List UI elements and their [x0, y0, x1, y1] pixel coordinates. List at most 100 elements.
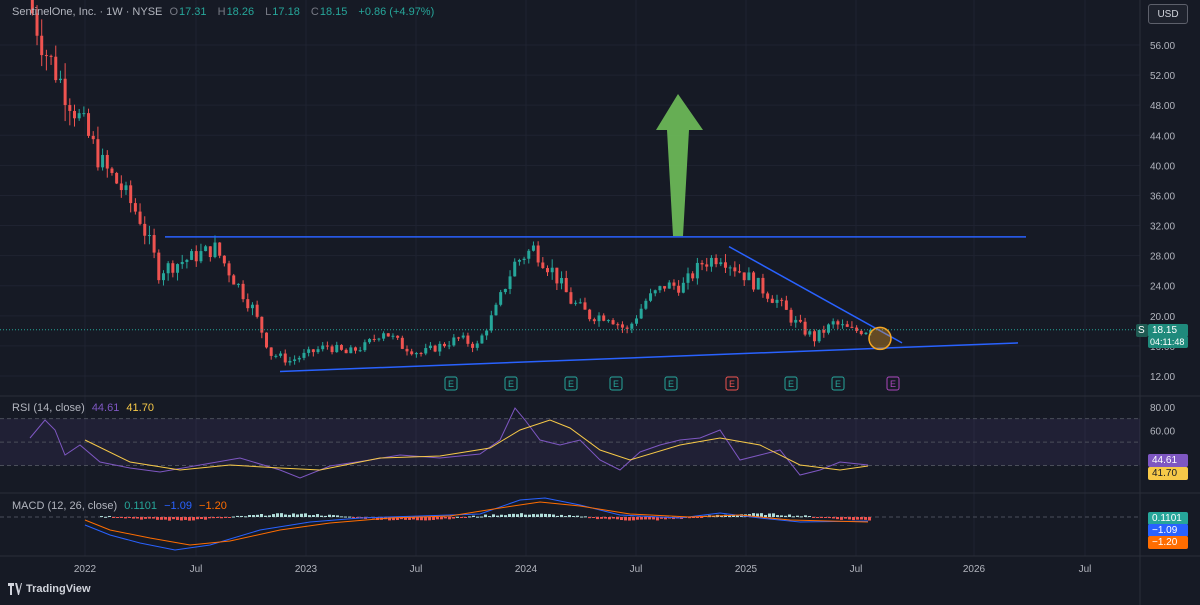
- time-tick-label: Jul: [410, 564, 423, 575]
- macd-histogram-bar: [688, 517, 691, 519]
- macd-histogram-bar: [564, 516, 567, 518]
- macd-histogram-bar: [556, 515, 559, 517]
- candle-body: [166, 263, 170, 274]
- candle-body: [475, 343, 479, 348]
- macd-histogram-bar: [648, 517, 651, 520]
- macd-histogram-bar: [188, 517, 191, 521]
- macd-histogram-bar: [440, 517, 443, 520]
- macd-histogram-bar: [800, 516, 803, 518]
- macd-histogram-bar: [272, 514, 275, 517]
- candle-body: [330, 346, 334, 353]
- macd-histogram-bar: [328, 514, 331, 517]
- candle-body: [293, 359, 297, 361]
- macd-histogram-bar: [592, 517, 595, 518]
- macd-histogram-bar: [736, 515, 739, 517]
- macd-histogram-bar: [172, 517, 175, 520]
- macd-histogram-bar: [352, 517, 355, 519]
- macd-histogram-bar: [120, 517, 123, 518]
- candle-body: [555, 267, 559, 284]
- candle-body: [105, 154, 109, 169]
- time-tick-label: 2023: [295, 564, 318, 575]
- macd-histogram-bar: [240, 515, 243, 517]
- macd-histogram-bar: [552, 514, 555, 517]
- macd-histogram-bar: [852, 517, 855, 521]
- macd-histogram-bar: [652, 517, 655, 520]
- candle-body: [391, 335, 395, 337]
- macd-histogram-bar: [572, 515, 575, 517]
- macd-histogram-bar: [412, 517, 415, 520]
- candle-body: [794, 319, 798, 323]
- candle-body: [667, 282, 671, 289]
- macd-histogram-bar: [644, 517, 647, 520]
- earnings-marker-label: E: [788, 379, 794, 389]
- currency-button[interactable]: USD: [1148, 4, 1188, 24]
- candle-body: [620, 324, 624, 328]
- macd-histogram-bar: [320, 515, 323, 517]
- macd-histogram-bar: [808, 516, 811, 518]
- bar-countdown: 04:11:48: [1148, 336, 1188, 348]
- macd-histogram-bar: [340, 516, 343, 518]
- macd-histogram-bar: [284, 514, 287, 517]
- candle-body: [208, 246, 212, 258]
- rsi-value: 44.61: [91, 402, 120, 414]
- candle-body: [616, 324, 620, 326]
- macd-histogram-bar: [760, 513, 763, 517]
- candle-body: [428, 345, 432, 349]
- symbol-title[interactable]: SentinelOne, Inc. · 1W · NYSE: [12, 6, 163, 18]
- candle-body: [606, 320, 610, 322]
- price-tick-label: 44.00: [1150, 131, 1175, 142]
- macd-histogram-bar: [324, 515, 327, 517]
- macd-histogram-bar: [508, 514, 511, 517]
- macd-histogram-bar: [344, 516, 347, 518]
- earnings-marker-label: E: [668, 379, 674, 389]
- macd-histogram-bar: [856, 517, 859, 520]
- candle-body: [457, 337, 461, 339]
- candle-body: [822, 330, 826, 333]
- brand-logo[interactable]: TradingView: [8, 583, 91, 595]
- candle-body: [204, 246, 208, 252]
- rsi-tick-label: 60.00: [1150, 426, 1175, 437]
- macd-histogram-bar: [288, 514, 291, 517]
- earnings-marker-icon: [664, 376, 678, 391]
- macd-histogram-bar: [404, 517, 407, 520]
- macd-histogram-bar: [260, 514, 263, 517]
- candle-body: [564, 277, 568, 293]
- macd-histogram-bar: [416, 517, 419, 521]
- candle-body: [438, 343, 442, 352]
- macd-histogram-bar: [836, 517, 839, 520]
- candle-body: [96, 139, 100, 168]
- rsi-label[interactable]: RSI (14, close): [12, 402, 85, 414]
- macd-label[interactable]: MACD (12, 26, close): [12, 500, 118, 512]
- candle-body: [63, 78, 67, 106]
- macd-histogram-bar: [336, 515, 339, 517]
- macd-histogram-bar: [224, 517, 227, 518]
- candle-body: [414, 353, 418, 355]
- last-price-badge: 18.15: [1148, 324, 1188, 337]
- macd-histogram-bar: [568, 515, 571, 517]
- macd-histogram-bar: [264, 515, 267, 517]
- macd-histogram-bar: [488, 516, 491, 518]
- candle-body: [400, 337, 404, 349]
- price-tick-label: 48.00: [1150, 101, 1175, 112]
- candle-body: [705, 264, 709, 267]
- macd-histogram-bar: [308, 515, 311, 517]
- candle-body: [597, 315, 601, 322]
- macd-histogram-bar: [460, 517, 463, 518]
- time-tick-label: 2024: [515, 564, 538, 575]
- candle-body: [161, 273, 165, 281]
- macd-histogram-bar: [228, 517, 231, 518]
- macd-histogram-bar: [144, 517, 147, 519]
- candle-body: [859, 330, 863, 335]
- candle-body: [288, 360, 292, 363]
- candle-body: [335, 344, 339, 353]
- macd-histogram-bar: [156, 517, 159, 520]
- macd-histogram-bar: [812, 517, 815, 518]
- macd-histogram-bar: [700, 517, 703, 518]
- candle-body: [180, 261, 184, 265]
- candle-body: [49, 55, 53, 57]
- candle-body: [831, 321, 835, 325]
- candle-body: [864, 332, 868, 335]
- macd-histogram-bar: [584, 516, 587, 518]
